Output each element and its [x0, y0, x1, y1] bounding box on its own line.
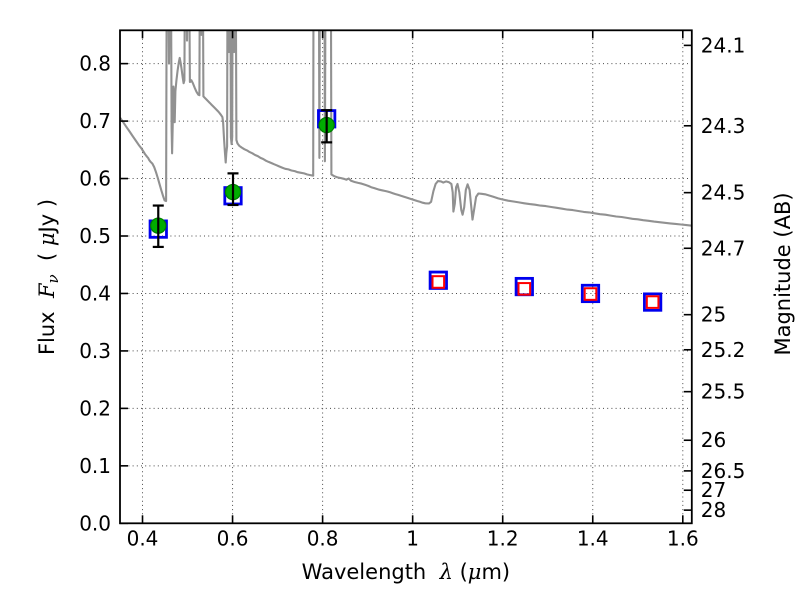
y-right-tick-label: 28 [701, 498, 726, 522]
tick-marks [120, 30, 692, 525]
red-square-markers [431, 275, 660, 309]
y-right-tick-label: 26 [701, 428, 726, 452]
x-tick-label: 1.4 [577, 527, 609, 551]
x-tick-label: 0.8 [307, 527, 339, 551]
red-square-marker [517, 282, 532, 296]
y-left-tick-label: 0.0 [79, 511, 111, 535]
y-left-tick-label: 0.1 [79, 454, 111, 478]
y-left-tick-label: 0.4 [79, 281, 111, 305]
y-axis-label-left: Flux Fν ( μJy ) [35, 199, 62, 355]
y-right-tick-label: 25 [701, 303, 726, 327]
y-left-tick-label: 0.7 [79, 109, 111, 133]
plot-border [119, 29, 693, 525]
x-tick-label: 1 [406, 527, 419, 551]
model-spectrum-line [120, 30, 692, 227]
red-square-marker [645, 295, 660, 309]
grid [120, 30, 692, 524]
y-left-tick-label: 0.5 [79, 224, 111, 248]
y-right-tick-label: 24.5 [701, 181, 746, 205]
error-bars [152, 109, 333, 249]
y-right-tick-label: 25.2 [701, 338, 746, 362]
y-left-tick-label: 0.6 [79, 167, 111, 191]
x-axis-label: Wavelength λ (μm) [302, 560, 510, 584]
red-square-marker [431, 275, 446, 289]
y-right-tick-label: 26.5 [701, 459, 746, 483]
y-left-tick-label: 0.2 [79, 396, 111, 420]
y-right-tick-label: 24.1 [701, 33, 746, 57]
x-tick-label: 1.2 [487, 527, 519, 551]
red-square-marker [583, 287, 598, 301]
y-left-tick-label: 0.3 [79, 339, 111, 363]
x-tick-label: 0.6 [217, 527, 249, 551]
x-tick-label: 1.6 [667, 527, 699, 551]
blue-square-marker [580, 283, 601, 304]
y-right-tick-label: 25.5 [701, 380, 746, 404]
y-right-tick-label: 24.7 [701, 236, 746, 260]
y-axis-label-right: Magnitude (AB) [771, 192, 795, 355]
y-right-tick-label: 24.3 [701, 114, 746, 138]
blue-square-marker [643, 292, 663, 312]
y-left-tick-label: 0.8 [79, 52, 111, 76]
y-right-tick-label: 27 [701, 478, 726, 502]
x-tick-label: 0.4 [127, 527, 159, 551]
